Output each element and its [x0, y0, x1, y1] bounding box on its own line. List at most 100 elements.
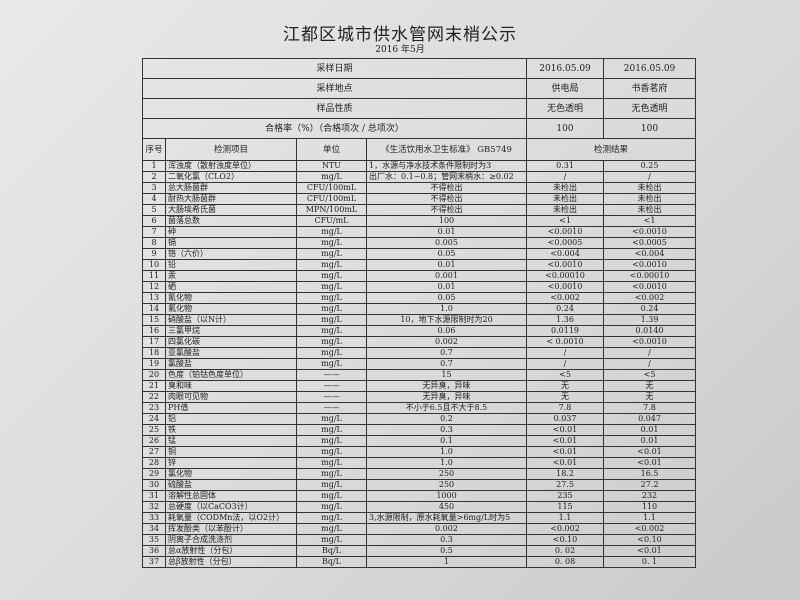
- item-name: 砷: [165, 226, 297, 238]
- item-name: 总α放射性（分包）: [165, 545, 297, 557]
- row-no: 29: [142, 468, 166, 480]
- result-1: /: [526, 358, 605, 370]
- standard-limit: 0.7: [365, 347, 528, 359]
- result-1: /: [526, 347, 605, 359]
- table-row: 13 氰化物 mg/L 0.05 <0.002 <0.002: [142, 292, 697, 304]
- result-1: 无: [526, 391, 605, 403]
- result-2: 232: [603, 490, 697, 502]
- header-standard: 《生活饮用水卫生标准》 GB5749: [365, 138, 528, 161]
- item-name: 氟化物: [165, 303, 297, 315]
- result-1: 未检出: [526, 204, 605, 216]
- unit: mg/L: [296, 281, 367, 293]
- row-no: 6: [142, 215, 166, 227]
- result-2: <0.01: [603, 545, 697, 557]
- result-2: 无: [603, 380, 697, 392]
- result-1: 未检出: [526, 193, 605, 205]
- header-result: 检测结果: [526, 138, 697, 161]
- unit: CFU/100mL: [296, 182, 367, 194]
- row-no: 32: [142, 501, 166, 513]
- result-2: 0.0140: [603, 325, 697, 337]
- item-name: 总硬度（以CaCO3计）: [165, 501, 297, 513]
- item-name: 四氯化碳: [165, 336, 297, 348]
- result-1: <0.00010: [526, 270, 605, 282]
- result-1: 0. 08: [526, 556, 605, 568]
- item-name: 铬（六价）: [165, 248, 297, 260]
- item-name: 耐热大肠菌群: [165, 193, 297, 205]
- unit: mg/L: [296, 358, 367, 370]
- result-1: <0.0010: [526, 281, 605, 293]
- table-row: 23 PH值 —— 不小于6.5且不大于8.5 7.8 7.8: [142, 402, 697, 414]
- row-no: 24: [142, 413, 166, 425]
- item-name: 二氧化氯（CLO2）: [165, 171, 297, 183]
- table-row: 35 阴离子合成洗涤剂 mg/L 0.3 <0.10 <0.10: [142, 534, 697, 546]
- header-no: 序号: [142, 138, 166, 161]
- unit: mg/L: [296, 468, 367, 480]
- standard-limit: 无异臭，异味: [365, 391, 528, 403]
- unit: CFU/100mL: [296, 193, 367, 205]
- result-1: <0.01: [526, 457, 605, 469]
- item-name: 阴离子合成洗涤剂: [165, 534, 297, 546]
- result-1: <0.004: [526, 248, 605, 260]
- result-1: 0.0119: [526, 325, 605, 337]
- label: 合格率（%）（合格项次 / 总项次）: [141, 118, 528, 139]
- item-name: 铅: [165, 259, 297, 271]
- standard-limit: 0.002: [365, 336, 528, 348]
- unit: mg/L: [296, 292, 367, 304]
- item-name: 总β放射性（分包）: [165, 556, 297, 568]
- table-row: 28 锌 mg/L 1.0 <0.01 <0.01: [142, 457, 697, 469]
- table-row: 36 总α放射性（分包） Bq/L 0.5 0. 02 <0.01: [142, 545, 697, 557]
- value: 2016.05.09: [603, 58, 697, 79]
- item-name: 色度（铂钴色度单位）: [165, 369, 297, 381]
- table-row: 5 大肠埃希氏菌 MPN/100mL 不得检出 未检出 未检出: [142, 204, 697, 216]
- table-row: 14 氟化物 mg/L 1.0 0.24 0.24: [142, 303, 697, 315]
- standard-limit: 0.1: [365, 435, 528, 447]
- row-no: 12: [142, 281, 166, 293]
- unit: mg/L: [296, 325, 367, 337]
- unit: mg/L: [296, 303, 367, 315]
- table-row: 19 氯酸盐 mg/L 0.7//: [142, 358, 697, 370]
- row-no: 19: [142, 358, 166, 370]
- standard-limit: 250: [365, 479, 528, 491]
- result-1: 27.5: [526, 479, 605, 491]
- unit: mg/L: [296, 457, 367, 469]
- result-2: <0.002: [603, 292, 697, 304]
- label: 采样日期: [141, 58, 528, 79]
- unit: ——: [296, 380, 367, 392]
- row-no: 20: [142, 369, 166, 381]
- result-2: 0.25: [603, 160, 697, 172]
- table-row: 33 耗氧量（CODMn法，以O2计） mg/L 3,水源限制，原水耗氧量>6mg/L…: [142, 512, 697, 524]
- row-no: 15: [142, 314, 166, 326]
- item-name: 三氯甲烷: [165, 325, 297, 337]
- result-2: <0.0010: [603, 226, 697, 238]
- standard-limit: 不小于6.5且不大于8.5: [365, 402, 528, 414]
- unit: CFU/mL: [296, 215, 367, 227]
- table-row: 21 臭和味 —— 无异臭，异味无无: [142, 380, 697, 392]
- result-1: <0.01: [526, 435, 605, 447]
- item-name: 浑浊度（散射浊度单位）: [165, 160, 297, 172]
- result-1: 1.36: [526, 314, 605, 326]
- value: 100: [526, 118, 605, 139]
- table-row: 20 色度（铂钴色度单位） —— 15 <5 <5: [142, 369, 697, 381]
- unit: mg/L: [296, 435, 367, 447]
- result-2: /: [603, 171, 697, 183]
- table-row: 7 砷 mg/L 0.01 <0.0010 <0.0010: [142, 226, 697, 238]
- standard-limit: 1000: [365, 490, 528, 502]
- result-2: <1: [603, 215, 697, 227]
- result-2: 0.24: [603, 303, 697, 315]
- table-row: 32 总硬度（以CaCO3计） mg/L 450 115 110: [142, 501, 697, 513]
- row-no: 28: [142, 457, 166, 469]
- row-no: 35: [142, 534, 166, 546]
- item-name: 耗氧量（CODMn法，以O2计）: [165, 512, 297, 524]
- row-no: 8: [142, 237, 166, 249]
- result-2: /: [603, 347, 697, 359]
- unit: NTU: [296, 160, 367, 172]
- row-no: 36: [142, 545, 166, 557]
- row-no: 10: [142, 259, 166, 271]
- sample-nature-row: 样品性质 无色透明 无色透明: [141, 98, 697, 119]
- result-2: 16.5: [603, 468, 697, 480]
- standard-limit: 不得检出: [365, 182, 528, 194]
- result-1: < 0.0010: [526, 336, 605, 348]
- unit: ——: [296, 369, 367, 381]
- unit: mg/L: [296, 523, 367, 535]
- row-no: 11: [142, 270, 166, 282]
